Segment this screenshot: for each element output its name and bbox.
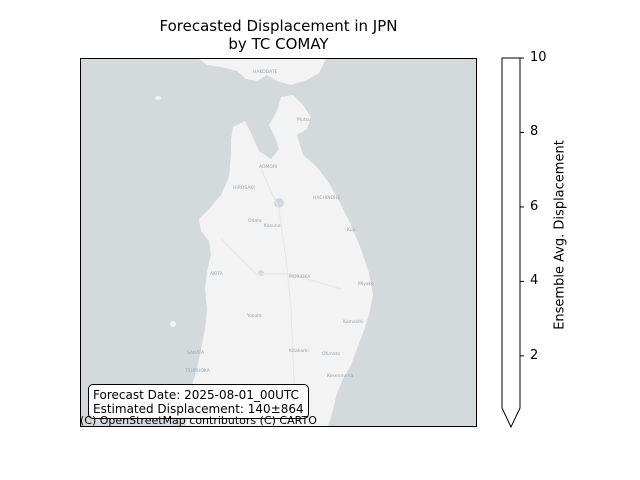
place-label: Kitakami <box>289 348 309 354</box>
place-label: HIROSAKI <box>233 185 255 191</box>
place-label: SAKATA <box>187 350 205 356</box>
place-label: Mutsu <box>297 117 311 123</box>
hokkaido-landmass <box>199 59 326 85</box>
road-line <box>220 238 342 290</box>
colorbar-tick-label: 4 <box>530 273 539 289</box>
map-attribution: (C) OpenStreetMap contributors (C) CARTO <box>80 414 317 427</box>
island <box>170 321 176 327</box>
place-label: Kazuno <box>264 223 281 229</box>
honshu-landmass <box>185 95 373 426</box>
place-label: MORIOKA <box>289 274 311 280</box>
island <box>155 96 161 100</box>
colorbar-label: Ensemble Avg. Displacement <box>552 140 568 330</box>
place-label: HAKODATE <box>253 69 278 75</box>
forecast-info-box: Forecast Date: 2025-08-01_00UTC Estimate… <box>88 384 309 419</box>
colorbar-tick-label: 10 <box>530 50 547 65</box>
colorbar-tick-label: 6 <box>530 198 539 214</box>
place-label: Yokote <box>246 313 262 319</box>
colorbar-ticks <box>520 57 524 357</box>
place-label: TSURUOKA <box>184 368 211 374</box>
lake-tazawa <box>258 270 264 276</box>
place-label: Kesennuma <box>327 373 354 379</box>
title-line-1: Forecasted Displacement in JPN <box>159 17 398 35</box>
title-line-2: by TC COMAY <box>228 35 329 53</box>
place-label: AKITA <box>210 271 224 277</box>
chart-title: Forecasted Displacement in JPN by TC COM… <box>80 17 477 53</box>
place-label: AOMORI <box>259 164 277 170</box>
estimated-displacement-text: Estimated Displacement: 140±864 <box>93 402 304 416</box>
colorbar-tick-label: 8 <box>530 124 539 140</box>
basemap: HAKODATE Mutsu AOMORI HIROSAKI HACHINOHE… <box>81 59 476 426</box>
lake-towada <box>274 198 284 208</box>
colorbar <box>501 57 524 429</box>
place-label: Kuji <box>347 227 355 233</box>
road-line <box>260 168 297 420</box>
place-label: Odate <box>248 218 262 224</box>
place-label: Kamaishi <box>343 319 363 325</box>
place-label: HACHINOHE <box>313 195 341 201</box>
colorbar-tick-label: 2 <box>530 347 539 363</box>
colorbar-body <box>501 57 521 429</box>
map-panel[interactable]: HAKODATE Mutsu AOMORI HIROSAKI HACHINOHE… <box>80 58 477 427</box>
place-label: Miyako <box>358 281 374 287</box>
place-label: Ofunato <box>322 351 340 357</box>
forecast-date-text: Forecast Date: 2025-08-01_00UTC <box>93 388 299 402</box>
